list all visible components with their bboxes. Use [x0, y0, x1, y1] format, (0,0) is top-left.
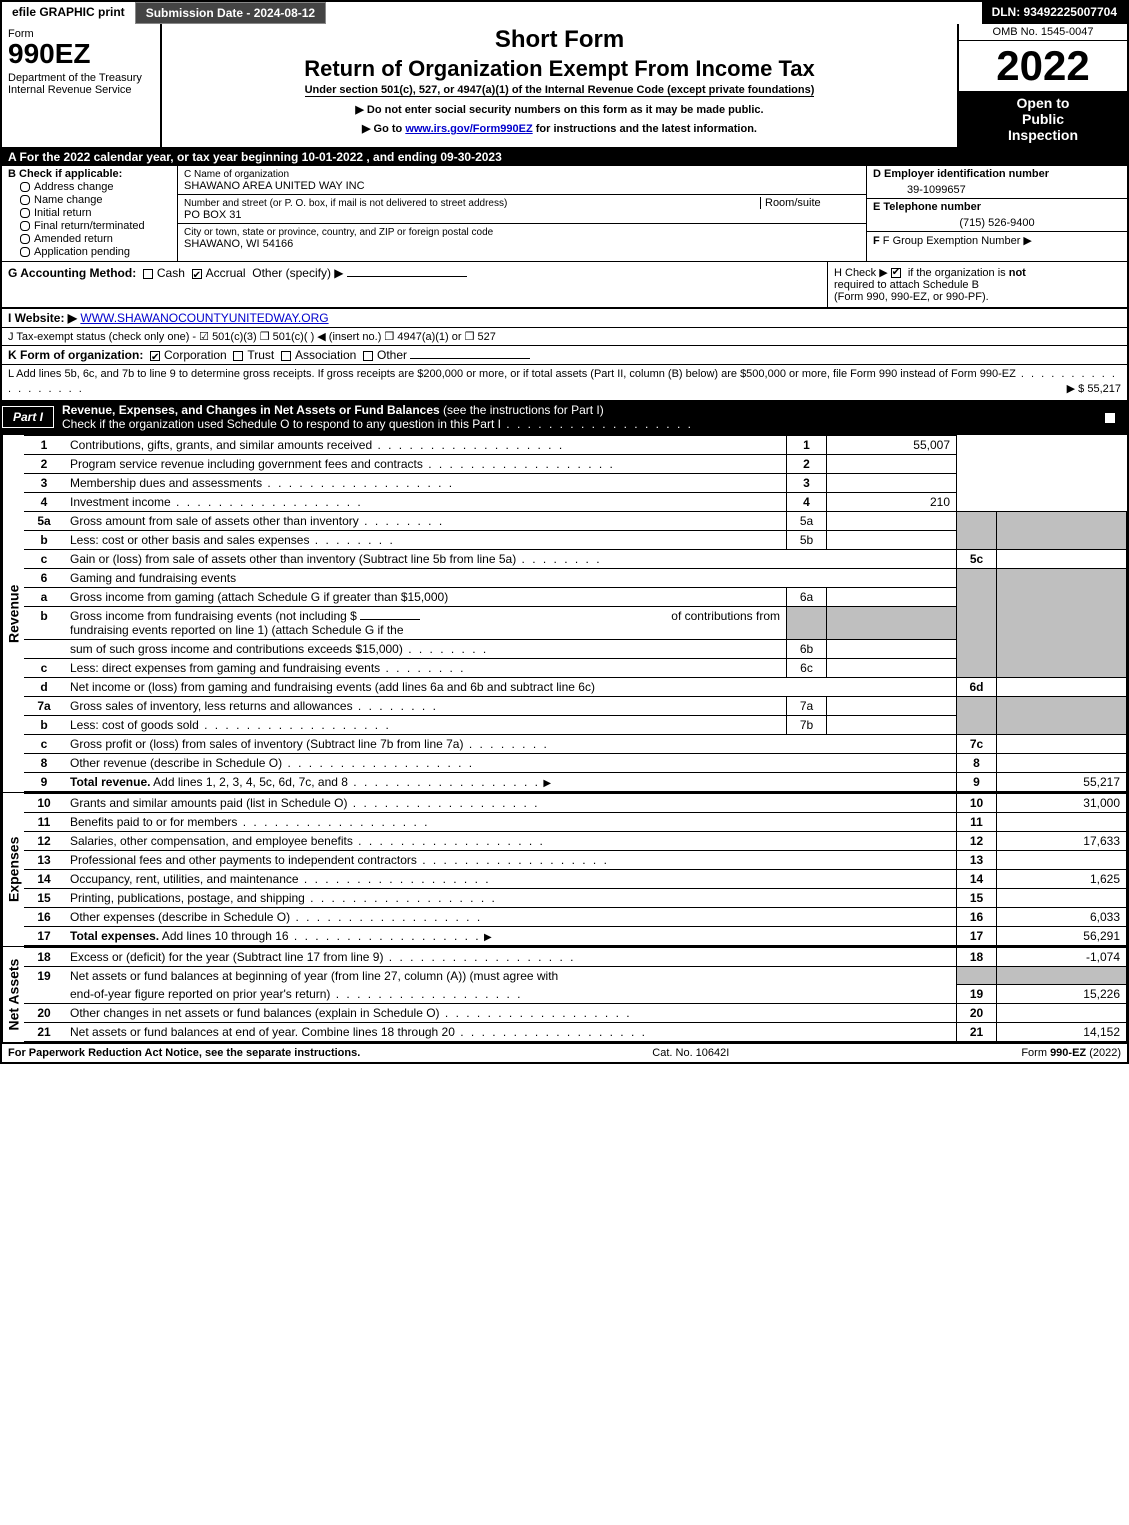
- row-18: 18Excess or (deficit) for the year (Subt…: [24, 947, 1127, 966]
- row-10: 10Grants and similar amounts paid (list …: [24, 793, 1127, 812]
- cb-other[interactable]: [363, 351, 373, 361]
- cb-application-pending[interactable]: Application pending: [20, 246, 171, 258]
- cb-address-change[interactable]: Address change: [20, 181, 171, 193]
- b-label: B Check if applicable:: [8, 168, 171, 180]
- col-def: D Employer identification number 39-1099…: [867, 166, 1127, 261]
- row-14: 14Occupancy, rent, utilities, and mainte…: [24, 869, 1127, 888]
- netassets-label: Net Assets: [2, 947, 24, 1043]
- revenue-label: Revenue: [2, 435, 24, 792]
- row-9: 9Total revenue. Total revenue. Add lines…: [24, 772, 1127, 791]
- tax-year: 2022: [959, 41, 1127, 91]
- paperwork-notice: For Paperwork Reduction Act Notice, see …: [8, 1047, 360, 1059]
- omb-number: OMB No. 1545-0047: [959, 24, 1127, 41]
- short-form-title: Short Form: [168, 26, 951, 54]
- f-label: F F Group Exemption Number ▶: [867, 231, 1127, 249]
- row-j: J Tax-exempt status (check only one) - ☑…: [2, 327, 1127, 345]
- dept-label: Department of the Treasury Internal Reve…: [8, 72, 154, 96]
- g-label: G Accounting Method:: [8, 266, 136, 280]
- row-11: 11Benefits paid to or for members11: [24, 812, 1127, 831]
- title-block: Form 990EZ Department of the Treasury In…: [2, 24, 1127, 148]
- part1-header: Part I Revenue, Expenses, and Changes in…: [2, 400, 1127, 434]
- row-6d: dNet income or (loss) from gaming and fu…: [24, 677, 1127, 696]
- h-block: H Check ▶ if the organization is not req…: [827, 262, 1127, 307]
- netassets-section: Net Assets 18Excess or (deficit) for the…: [2, 946, 1127, 1043]
- form-page: efile GRAPHIC print Submission Date - 20…: [0, 0, 1129, 1064]
- phone: (715) 526-9400: [867, 215, 1127, 231]
- row-gh: G Accounting Method: Cash Accrual Other …: [2, 262, 1127, 308]
- part1-tab: Part I: [2, 406, 54, 428]
- row-16: 16Other expenses (describe in Schedule O…: [24, 907, 1127, 926]
- row-20: 20Other changes in net assets or fund ba…: [24, 1004, 1127, 1023]
- warning-ssn: ▶ Do not enter social security numbers o…: [168, 103, 951, 116]
- row-6: 6Gaming and fundraising events: [24, 568, 1127, 587]
- row-4: 4Investment income4210: [24, 492, 1127, 511]
- cb-name-change[interactable]: Name change: [20, 194, 171, 206]
- row-k: K Form of organization: Corporation Trus…: [2, 345, 1127, 364]
- org-city: SHAWANO, WI 54166: [184, 238, 293, 250]
- c-street-label: Number and street (or P. O. box, if mail…: [184, 198, 507, 209]
- row-21: 21Net assets or fund balances at end of …: [24, 1023, 1127, 1042]
- row-19b: end-of-year figure reported on prior yea…: [24, 985, 1127, 1004]
- ein: 39-1099657: [867, 182, 1127, 198]
- row-3: 3Membership dues and assessments3: [24, 473, 1127, 492]
- form-ref: Form 990-EZ (2022): [1021, 1047, 1121, 1059]
- cat-no: Cat. No. 10642I: [360, 1047, 1021, 1059]
- cb-accrual[interactable]: [192, 269, 202, 279]
- row-8: 8Other revenue (describe in Schedule O)8: [24, 753, 1127, 772]
- page-footer: For Paperwork Reduction Act Notice, see …: [2, 1042, 1127, 1062]
- row-7a: 7aGross sales of inventory, less returns…: [24, 696, 1127, 715]
- row-19a: 19Net assets or fund balances at beginni…: [24, 966, 1127, 985]
- row-13: 13Professional fees and other payments t…: [24, 850, 1127, 869]
- dln: DLN: 93492225007704: [982, 2, 1127, 24]
- row-15: 15Printing, publications, postage, and s…: [24, 888, 1127, 907]
- cb-final-return[interactable]: Final return/terminated: [20, 220, 171, 232]
- cb-initial-return[interactable]: Initial return: [20, 207, 171, 219]
- cb-corp[interactable]: [150, 351, 160, 361]
- row-5a: 5aGross amount from sale of assets other…: [24, 511, 1127, 530]
- row-7c: cGross profit or (loss) from sales of in…: [24, 734, 1127, 753]
- form-number: 990EZ: [8, 40, 154, 68]
- efile-link[interactable]: efile GRAPHIC print: [2, 2, 135, 24]
- top-bar: efile GRAPHIC print Submission Date - 20…: [2, 2, 1127, 24]
- org-street: PO BOX 31: [184, 209, 241, 221]
- room-suite-label: Room/suite: [760, 197, 860, 209]
- goto-irs: ▶ Go to www.irs.gov/Form990EZ for instru…: [168, 122, 951, 135]
- submission-date: Submission Date - 2024-08-12: [135, 2, 326, 24]
- col-c: C Name of organization SHAWANO AREA UNIT…: [177, 166, 867, 261]
- cb-amended-return[interactable]: Amended return: [20, 233, 171, 245]
- d-label: D Employer identification number: [867, 166, 1127, 182]
- row-12: 12Salaries, other compensation, and empl…: [24, 831, 1127, 850]
- cb-schedule-o[interactable]: [1105, 413, 1115, 423]
- col-b: B Check if applicable: Address change Na…: [2, 166, 177, 261]
- expenses-section: Expenses 10Grants and similar amounts pa…: [2, 792, 1127, 946]
- return-title: Return of Organization Exempt From Incom…: [168, 56, 951, 82]
- line-a: A For the 2022 calendar year, or tax yea…: [2, 148, 1127, 166]
- org-name: SHAWANO AREA UNITED WAY INC: [184, 180, 365, 192]
- row-l: L Add lines 5b, 6c, and 7b to line 9 to …: [2, 364, 1127, 400]
- section-bcdef: B Check if applicable: Address change Na…: [2, 166, 1127, 262]
- website-link[interactable]: WWW.SHAWANOCOUNTYUNITEDWAY.ORG: [80, 311, 328, 325]
- cb-cash[interactable]: [143, 269, 153, 279]
- row-1: 1Contributions, gifts, grants, and simil…: [24, 435, 1127, 454]
- cb-assoc[interactable]: [281, 351, 291, 361]
- revenue-section: Revenue 1Contributions, gifts, grants, a…: [2, 434, 1127, 792]
- c-name-label: C Name of organization: [184, 169, 289, 180]
- row-i: I Website: ▶ WWW.SHAWANOCOUNTYUNITEDWAY.…: [2, 308, 1127, 327]
- gross-receipts: ▶ $ 55,217: [1067, 382, 1121, 397]
- row-5c: cGain or (loss) from sale of assets othe…: [24, 549, 1127, 568]
- irs-link[interactable]: www.irs.gov/Form990EZ: [405, 123, 532, 135]
- cb-h[interactable]: [891, 268, 901, 278]
- c-city-label: City or town, state or province, country…: [184, 227, 493, 238]
- row-17: 17Total expenses. Add lines 10 through 1…: [24, 926, 1127, 945]
- row-2: 2Program service revenue including gover…: [24, 454, 1127, 473]
- under-section: Under section 501(c), 527, or 4947(a)(1)…: [305, 84, 815, 97]
- inspection-label: Open to Public Inspection: [959, 91, 1127, 147]
- expenses-label: Expenses: [2, 793, 24, 946]
- e-label: E Telephone number: [867, 198, 1127, 215]
- cb-trust[interactable]: [233, 351, 243, 361]
